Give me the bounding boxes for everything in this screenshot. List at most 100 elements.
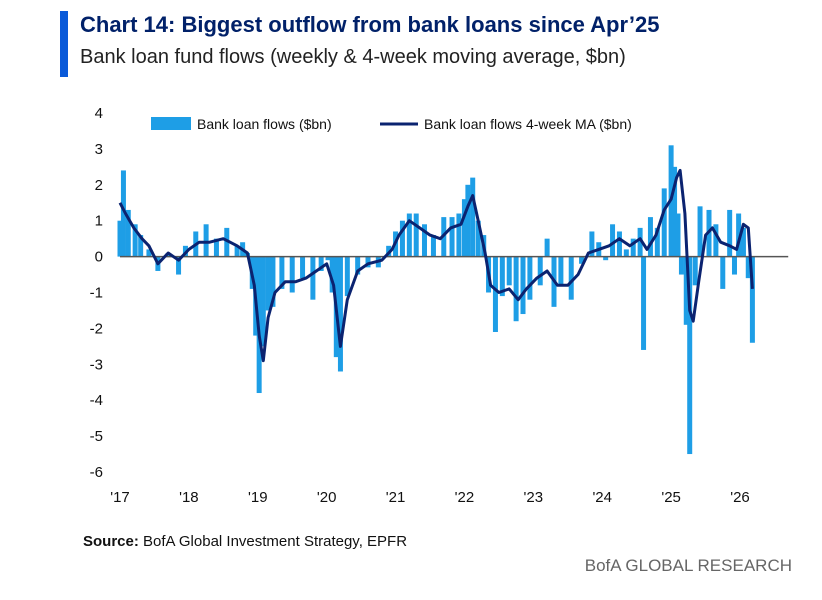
legend-swatch-bars bbox=[151, 117, 191, 130]
bars-layer bbox=[117, 145, 755, 455]
y-axis: 4 3 2 1 0 -1 -2 -3 -4 -5 -6 bbox=[90, 105, 103, 481]
flow-bar-75 bbox=[661, 188, 667, 257]
flow-bar-21 bbox=[265, 256, 271, 311]
source-note: Source: BofA Global Investment Strategy,… bbox=[83, 533, 407, 550]
flow-bar-38 bbox=[399, 220, 405, 257]
flow-bar-45 bbox=[456, 213, 462, 257]
legend-label-bars: Bank loan flows ($bn) bbox=[197, 116, 332, 132]
flow-bar-32 bbox=[344, 256, 350, 297]
y-tick-label: 3 bbox=[95, 141, 103, 158]
flow-bar-22 bbox=[270, 256, 276, 307]
flow-bar-71 bbox=[637, 227, 643, 257]
flow-bar-3 bbox=[132, 224, 138, 257]
flow-bar-86 bbox=[720, 256, 726, 289]
flow-bar-78 bbox=[675, 213, 681, 257]
flow-bar-77 bbox=[672, 166, 678, 257]
flow-bar-42 bbox=[430, 235, 436, 257]
x-axis: '17 '18 '19 '20 '21 '22 '23 '24 '25 '26 bbox=[110, 489, 750, 506]
flow-bar-13 bbox=[224, 227, 230, 257]
flow-bar-46 bbox=[461, 199, 467, 257]
source-label: Source: bbox=[83, 533, 139, 550]
y-tick-label: -5 bbox=[90, 428, 103, 445]
flow-bar-74 bbox=[654, 227, 660, 257]
x-tick-label: '19 bbox=[248, 489, 268, 506]
flow-bar-62 bbox=[568, 256, 574, 300]
x-tick-label: '24 bbox=[592, 489, 612, 506]
flow-bar-73 bbox=[647, 217, 653, 257]
flow-bar-92 bbox=[749, 256, 755, 343]
x-tick-label: '18 bbox=[179, 489, 199, 506]
flow-bar-2 bbox=[125, 209, 131, 257]
flow-bar-69 bbox=[623, 249, 629, 257]
flow-bar-61 bbox=[558, 256, 564, 286]
source-text: BofA Global Investment Strategy, EPFR bbox=[138, 533, 408, 550]
flow-bar-64 bbox=[589, 231, 595, 257]
flow-bar-63 bbox=[579, 256, 585, 264]
flow-bar-56 bbox=[520, 256, 526, 315]
flow-bar-67 bbox=[610, 224, 616, 257]
ma-line bbox=[118, 168, 754, 363]
flow-bar-70 bbox=[630, 238, 636, 257]
flow-bar-80 bbox=[683, 256, 689, 325]
flow-bar-28 bbox=[325, 256, 331, 261]
title-accent-bar bbox=[60, 11, 68, 77]
flow-bar-82 bbox=[692, 256, 698, 286]
flow-bar-14 bbox=[234, 245, 240, 257]
flow-bar-8 bbox=[176, 256, 182, 275]
flow-bar-26 bbox=[310, 256, 316, 300]
flow-bar-40 bbox=[413, 213, 419, 257]
y-tick-label: -2 bbox=[90, 320, 103, 337]
flow-bar-4 bbox=[138, 235, 144, 257]
y-tick-label: -6 bbox=[90, 464, 103, 481]
flow-bar-49 bbox=[475, 220, 481, 257]
flow-bar-54 bbox=[506, 256, 512, 286]
flow-bar-87 bbox=[727, 209, 733, 257]
flow-bar-88 bbox=[731, 256, 737, 275]
x-tick-label: '17 bbox=[110, 489, 130, 506]
y-tick-label: -1 bbox=[90, 285, 103, 302]
flow-bar-52 bbox=[492, 256, 498, 332]
flow-bar-5 bbox=[146, 249, 152, 257]
y-tick-label: 1 bbox=[95, 213, 103, 230]
y-tick-label: 2 bbox=[95, 177, 103, 194]
flow-bar-66 bbox=[603, 256, 609, 261]
flow-bar-27 bbox=[318, 256, 324, 271]
legend-label-ma: Bank loan flows 4-week MA ($bn) bbox=[424, 116, 632, 132]
flow-bar-39 bbox=[406, 213, 412, 257]
x-tick-label: '21 bbox=[386, 489, 406, 506]
flow-bar-47 bbox=[465, 184, 471, 257]
flow-bar-25 bbox=[300, 256, 306, 279]
chart-subtitle: Bank loan fund flows (weekly & 4-week mo… bbox=[80, 46, 626, 68]
flow-bar-58 bbox=[537, 256, 543, 286]
chart-title: Chart 14: Biggest outflow from bank loan… bbox=[80, 12, 660, 37]
flow-bar-48 bbox=[470, 177, 476, 257]
flow-bar-57 bbox=[527, 256, 533, 300]
flow-bar-11 bbox=[203, 224, 209, 257]
x-tick-label: '23 bbox=[524, 489, 544, 506]
flow-bar-20 bbox=[260, 256, 266, 347]
y-tick-label: 4 bbox=[95, 105, 103, 122]
flow-bar-41 bbox=[421, 224, 427, 257]
x-tick-label: '20 bbox=[317, 489, 337, 506]
brand-label: BofA GLOBAL RESEARCH bbox=[584, 556, 792, 575]
flow-bar-0 bbox=[117, 220, 123, 257]
flow-bar-44 bbox=[449, 217, 455, 257]
flow-bar-55 bbox=[513, 256, 519, 322]
flow-bar-68 bbox=[616, 231, 622, 257]
flow-bar-24 bbox=[289, 256, 295, 293]
legend: Bank loan flows ($bn) Bank loan flows 4-… bbox=[151, 116, 632, 132]
x-tick-label: '22 bbox=[455, 489, 475, 506]
y-tick-label: 0 bbox=[95, 249, 103, 266]
flow-bar-31 bbox=[337, 256, 343, 372]
x-tick-label: '25 bbox=[661, 489, 681, 506]
flow-bar-23 bbox=[279, 256, 285, 289]
flow-bar-85 bbox=[713, 224, 719, 257]
y-tick-label: -3 bbox=[90, 356, 103, 373]
flow-bar-90 bbox=[740, 227, 746, 257]
flow-bar-59 bbox=[544, 238, 550, 257]
flow-bar-12 bbox=[213, 238, 219, 257]
y-tick-label: -4 bbox=[90, 392, 103, 409]
flow-bar-91 bbox=[745, 256, 751, 279]
flow-bar-33 bbox=[355, 256, 361, 275]
